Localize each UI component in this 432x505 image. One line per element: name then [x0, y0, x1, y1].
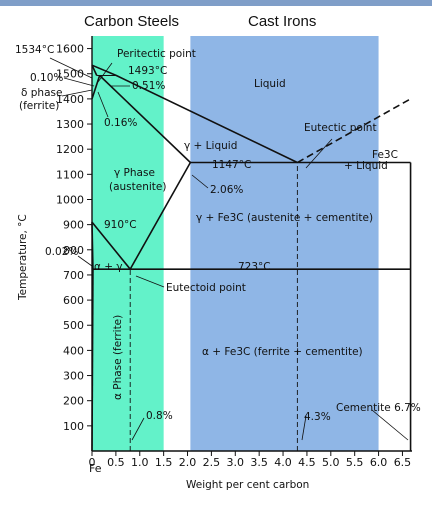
leader-016	[97, 91, 109, 118]
label-austenite: (austenite)	[109, 181, 166, 193]
x-tick-label-10: 5.0	[322, 456, 340, 469]
y-tick-label-1300: 1300	[56, 118, 84, 131]
leader-peritectic	[97, 62, 113, 83]
label-051pct: 0.51%	[132, 80, 165, 92]
label-delta-ferrite: (ferrite)	[19, 100, 59, 112]
boundary-solidus-left	[99, 74, 191, 164]
y-tick-label-100: 100	[63, 420, 84, 433]
label-plus-liquid: + Liquid	[344, 160, 388, 172]
y-tick-label-300: 300	[63, 370, 84, 383]
label-08pct: 0.8%	[146, 410, 173, 422]
y-tick-label-1100: 1100	[56, 168, 84, 181]
band-cast-irons	[190, 36, 379, 451]
cast-irons-heading: Cast Irons	[248, 13, 316, 30]
x-tick-label-6: 3.0	[227, 456, 245, 469]
carbon-steels-heading: Carbon Steels	[84, 13, 179, 30]
leader-lines	[49, 57, 409, 441]
axis-ticks: 100 200 300 400 500 600 700 800 900 1000 1100 1200 1…	[56, 43, 411, 469]
x-tick-label-7: 3.5	[250, 456, 268, 469]
label-alpha-gamma: α + γ	[94, 261, 123, 273]
label-206pct: 2.06%	[210, 184, 243, 196]
label-alpha-fe3c: α + Fe3C (ferrite + cementite)	[202, 346, 363, 358]
leader-delta	[61, 89, 93, 97]
y-tick-label-1000: 1000	[56, 193, 84, 206]
y-axis-title: Temperature, °C	[17, 214, 29, 301]
label-1147: 1147°C	[212, 159, 251, 171]
boundary-delta-solvus	[91, 64, 98, 76]
y-tick-label-1200: 1200	[56, 143, 84, 156]
y-tick-label-400: 400	[63, 344, 84, 357]
fe-origin-label: Fe	[89, 462, 102, 475]
label-723: 723°C	[238, 261, 271, 273]
label-43pct: 4.3%	[304, 411, 331, 423]
x-tick-label-1: 0.5	[107, 456, 125, 469]
label-gamma-phase: γ Phase	[114, 167, 155, 179]
label-delta-phase: δ phase	[21, 87, 62, 99]
label-peritectic-point: Peritectic point	[117, 48, 196, 60]
x-tick-label-11: 5.5	[346, 456, 364, 469]
x-tick-label-13: 6.5	[394, 456, 412, 469]
boundary-alpha-solvus	[91, 269, 94, 452]
y-tick-label-500: 500	[63, 319, 84, 332]
band-carbon-steels	[92, 36, 164, 451]
x-tick-label-5: 2.5	[203, 456, 221, 469]
boundary-a3	[91, 221, 131, 270]
x-tick-label-12: 6.0	[370, 456, 388, 469]
boundary-delta-gamma	[91, 75, 101, 100]
x-tick-label-0: 0	[89, 456, 96, 469]
y-tick-label-600: 600	[63, 294, 84, 307]
region-bands	[92, 36, 379, 451]
header-bar	[0, 0, 432, 6]
y-tick-label-800: 800	[63, 244, 84, 257]
y-tick-label-900: 900	[63, 219, 84, 232]
label-cementite: Cementite 6.7%	[336, 402, 421, 414]
label-gamma-fe3c: γ + Fe3C (austenite + cementite)	[196, 212, 373, 224]
x-tick-label-8: 4.0	[274, 456, 292, 469]
label-alpha-phase: α Phase (ferrite)	[112, 315, 124, 400]
x-tick-label-3: 1.5	[155, 456, 173, 469]
x-tick-label-9: 4.5	[298, 456, 316, 469]
x-tick-label-2: 1.0	[131, 456, 149, 469]
boundary-alpha-gamma-upper	[91, 222, 94, 270]
leader-08	[131, 417, 145, 441]
label-gamma-liquid: γ + Liquid	[184, 140, 237, 152]
y-tick-label-1600: 1600	[56, 43, 84, 56]
phase-boundaries	[91, 64, 412, 452]
label-eutectic-point: Eutectic point	[304, 122, 377, 134]
leader-010	[63, 77, 95, 87]
label-eutectoid-point: Eutectoid point	[166, 282, 246, 294]
label-fe3c: Fe3C	[372, 149, 398, 161]
leader-eutectic	[305, 138, 333, 169]
leader-eutectoid	[135, 275, 165, 288]
leader-002	[77, 255, 93, 267]
x-axis-title: Weight per cent carbon	[186, 479, 309, 491]
leader-43	[301, 415, 307, 441]
label-010pct: 0.10%	[30, 72, 63, 84]
y-tick-label-700: 700	[63, 269, 84, 282]
label-1534: 1534°C	[15, 44, 54, 56]
leader-cementite	[371, 409, 409, 441]
label-910: 910°C	[104, 219, 137, 231]
leader-206	[191, 174, 209, 189]
x-tick-label-4: 2.0	[179, 456, 197, 469]
label-liquid: Liquid	[254, 78, 286, 90]
label-002pct: 0.02%	[45, 246, 78, 258]
y-tick-label-200: 200	[63, 395, 84, 408]
leader-1534	[49, 57, 93, 79]
label-016pct: 0.16%	[104, 117, 137, 129]
boundary-acm	[129, 162, 192, 270]
label-1493: 1493°C	[128, 65, 167, 77]
